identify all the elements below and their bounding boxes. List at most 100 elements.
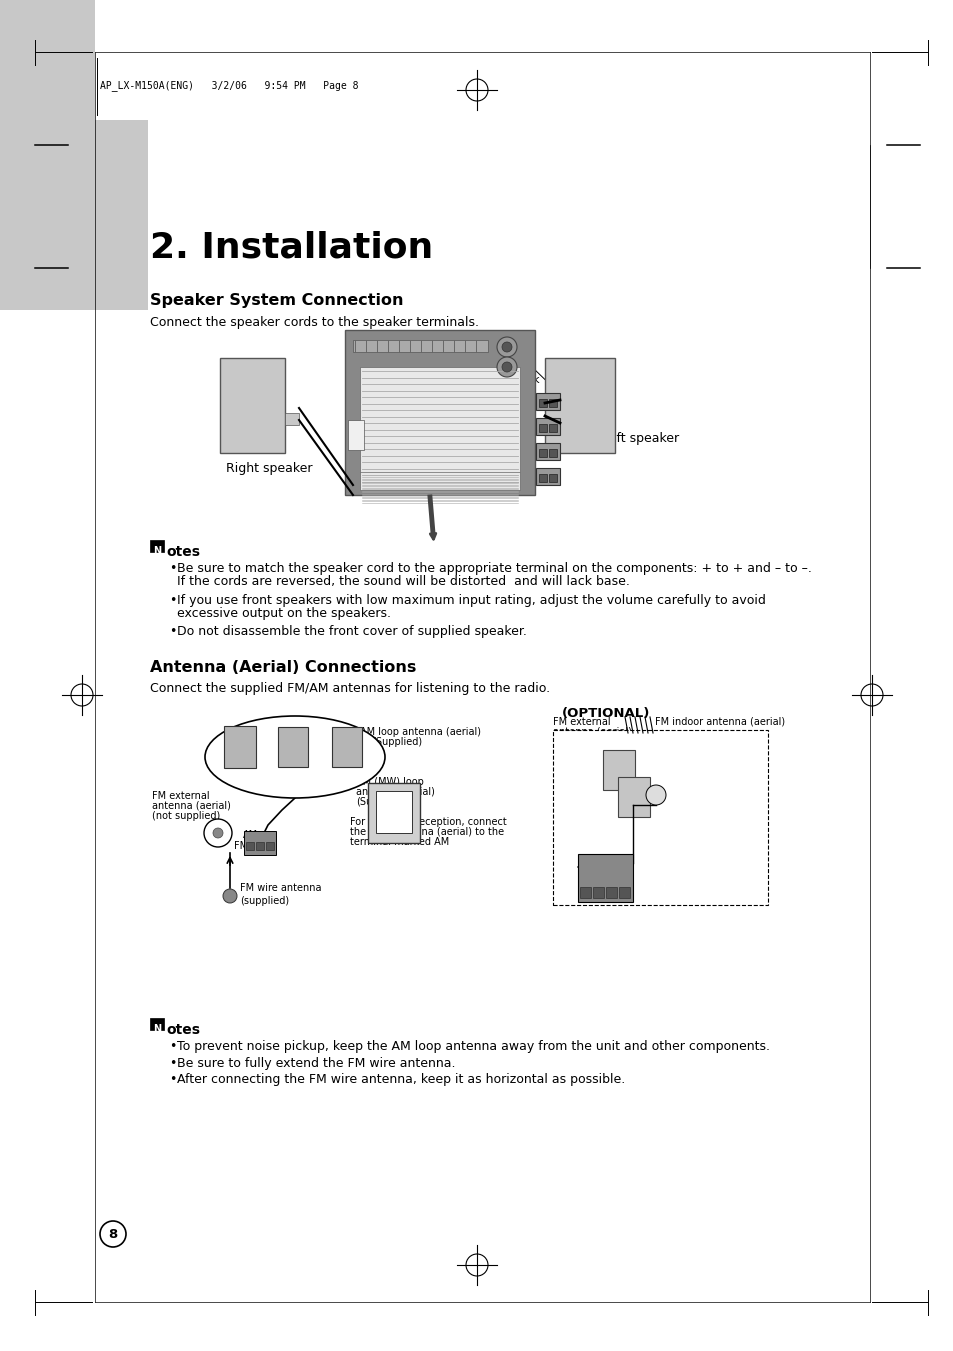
Text: antenna (aerial): antenna (aerial) bbox=[553, 727, 631, 738]
Bar bbox=[0, 120, 148, 309]
Bar bbox=[285, 413, 298, 426]
Text: •: • bbox=[169, 562, 176, 576]
Bar bbox=[548, 424, 557, 432]
Circle shape bbox=[497, 336, 517, 357]
Text: Right speaker: Right speaker bbox=[226, 462, 313, 476]
Text: •: • bbox=[169, 1073, 176, 1086]
Circle shape bbox=[223, 889, 236, 902]
Text: AM: AM bbox=[553, 858, 568, 867]
Text: N: N bbox=[152, 546, 161, 557]
Bar bbox=[0, 0, 95, 130]
Circle shape bbox=[501, 362, 512, 372]
Bar bbox=[150, 1019, 164, 1029]
Text: Be sure to match the speaker cord to the appropriate terminal on the components:: Be sure to match the speaker cord to the… bbox=[177, 562, 811, 576]
Circle shape bbox=[497, 357, 517, 377]
Text: If you use front speakers with low maximum input rating, adjust the volume caref: If you use front speakers with low maxim… bbox=[177, 594, 765, 607]
Bar bbox=[544, 358, 615, 453]
Text: To prevent noise pickup, keep the AM loop antenna away from the unit and other c: To prevent noise pickup, keep the AM loo… bbox=[177, 1040, 769, 1052]
Text: black: black bbox=[510, 376, 539, 385]
Text: otes: otes bbox=[166, 544, 200, 559]
Text: Be sure to fully extend the FM wire antenna.: Be sure to fully extend the FM wire ante… bbox=[177, 1056, 455, 1070]
Bar bbox=[536, 443, 559, 459]
Text: coaxial: coaxial bbox=[667, 798, 701, 809]
Text: (Supplied): (Supplied) bbox=[355, 797, 406, 807]
Text: otes: otes bbox=[166, 1023, 200, 1038]
Bar bbox=[359, 367, 519, 486]
Text: For AM (MW) reception, connect: For AM (MW) reception, connect bbox=[350, 817, 506, 827]
Text: terminal marked AM: terminal marked AM bbox=[350, 838, 449, 847]
Text: •: • bbox=[169, 626, 176, 638]
Bar bbox=[375, 790, 412, 834]
Bar bbox=[538, 424, 546, 432]
Text: AM loop antenna (aerial): AM loop antenna (aerial) bbox=[359, 727, 480, 738]
Text: Antenna (Aerial) Connections: Antenna (Aerial) Connections bbox=[150, 661, 416, 676]
Bar bbox=[553, 730, 767, 905]
Bar bbox=[538, 449, 546, 457]
Text: FM external: FM external bbox=[553, 717, 610, 727]
Bar bbox=[578, 854, 633, 902]
Text: red: red bbox=[504, 338, 523, 349]
Bar bbox=[593, 888, 603, 898]
Circle shape bbox=[213, 828, 223, 838]
Text: cable: cable bbox=[667, 809, 694, 819]
Bar bbox=[548, 474, 557, 482]
Text: the loop antenna (aerial) to the: the loop antenna (aerial) to the bbox=[350, 827, 503, 838]
Bar bbox=[618, 888, 629, 898]
Bar bbox=[602, 750, 635, 790]
Text: (not supplied): (not supplied) bbox=[152, 811, 220, 821]
Text: (Supplied): (Supplied) bbox=[372, 738, 421, 747]
Text: Position it for: Position it for bbox=[669, 761, 734, 770]
Bar bbox=[359, 471, 519, 490]
Text: FM wire antenna: FM wire antenna bbox=[240, 884, 321, 893]
Text: •: • bbox=[169, 1040, 176, 1052]
Bar bbox=[536, 467, 559, 485]
Text: AP_LX-M150A(ENG)   3/2/06   9:54 PM   Page 8: AP_LX-M150A(ENG) 3/2/06 9:54 PM Page 8 bbox=[100, 80, 358, 91]
Text: (OPTIONAL): (OPTIONAL) bbox=[561, 707, 650, 720]
Bar bbox=[266, 842, 274, 850]
Text: Left speaker: Left speaker bbox=[601, 432, 679, 444]
Circle shape bbox=[100, 1221, 126, 1247]
Bar bbox=[332, 727, 361, 767]
Text: Speaker System Connection: Speaker System Connection bbox=[150, 293, 403, 308]
Text: the best reception: the best reception bbox=[669, 770, 759, 780]
Bar bbox=[353, 340, 488, 353]
Circle shape bbox=[501, 342, 512, 353]
Text: excessive output on the speakers.: excessive output on the speakers. bbox=[177, 607, 391, 620]
Text: FM 75Ω: FM 75Ω bbox=[233, 842, 271, 851]
Text: (supplied): (supplied) bbox=[240, 896, 289, 907]
Text: AM: AM bbox=[243, 830, 258, 840]
Bar bbox=[345, 330, 535, 494]
Ellipse shape bbox=[205, 716, 385, 798]
Bar bbox=[220, 358, 285, 453]
Text: 8: 8 bbox=[109, 1228, 117, 1240]
Bar bbox=[244, 831, 275, 855]
Text: After connecting the FM wire antenna, keep it as horizontal as possible.: After connecting the FM wire antenna, ke… bbox=[177, 1073, 624, 1086]
Text: •: • bbox=[169, 1056, 176, 1070]
Bar bbox=[548, 399, 557, 407]
Bar bbox=[536, 393, 559, 409]
Bar bbox=[368, 784, 419, 843]
Text: •: • bbox=[169, 594, 176, 607]
Text: 300 ohm: 300 ohm bbox=[667, 789, 710, 798]
Bar bbox=[536, 417, 559, 435]
Bar bbox=[246, 842, 253, 850]
Text: FM external: FM external bbox=[152, 790, 210, 801]
Text: antenna (aerial): antenna (aerial) bbox=[152, 801, 231, 811]
Text: red: red bbox=[497, 413, 515, 423]
Bar bbox=[605, 888, 617, 898]
Text: antenna (aerial): antenna (aerial) bbox=[355, 788, 435, 797]
Circle shape bbox=[645, 785, 665, 805]
Bar bbox=[224, 725, 255, 767]
Text: FM indoor antenna (aerial): FM indoor antenna (aerial) bbox=[655, 717, 784, 727]
Text: (not supplied): (not supplied) bbox=[553, 738, 620, 747]
Text: If the cords are reversed, the sound will be distorted  and will lack base.: If the cords are reversed, the sound wil… bbox=[177, 576, 629, 588]
Text: FM: FM bbox=[553, 894, 566, 905]
Bar bbox=[548, 449, 557, 457]
Text: N: N bbox=[152, 1024, 161, 1034]
Text: Connect the supplied FM/AM antennas for listening to the radio.: Connect the supplied FM/AM antennas for … bbox=[150, 682, 550, 694]
Bar bbox=[538, 399, 546, 407]
Bar bbox=[150, 540, 164, 553]
Text: 2. Installation: 2. Installation bbox=[150, 230, 433, 263]
Bar bbox=[538, 474, 546, 482]
Bar bbox=[618, 777, 649, 817]
